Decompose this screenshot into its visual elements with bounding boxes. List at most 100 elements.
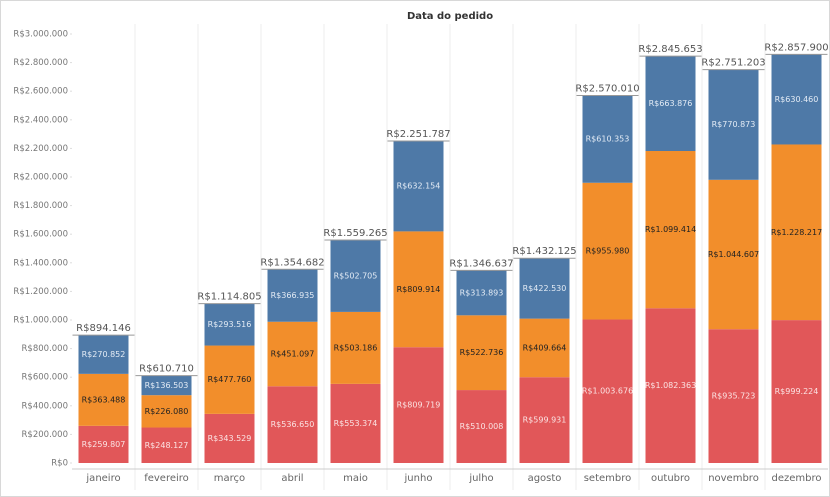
value-label: R$136.503 xyxy=(145,381,189,390)
bar-segment xyxy=(267,321,318,387)
bar-segment xyxy=(456,315,507,391)
bar-segment xyxy=(645,56,696,152)
y-tick-label: R$2.800.000 xyxy=(13,58,68,68)
value-label: R$366.935 xyxy=(271,291,315,300)
value-label: R$522.736 xyxy=(460,348,504,357)
value-label: R$632.154 xyxy=(397,182,441,191)
value-label: R$270.852 xyxy=(82,350,126,359)
value-label: R$955.980 xyxy=(586,247,630,256)
total-label: R$894.146 xyxy=(76,323,131,334)
value-label: R$510.008 xyxy=(460,422,504,431)
total-label: R$1.354.682 xyxy=(260,257,324,268)
bar-segment xyxy=(771,54,822,145)
y-tick-label: R$600.000 xyxy=(22,373,68,383)
value-label: R$1.082.363 xyxy=(645,381,696,390)
total-label: R$1.114.805 xyxy=(197,292,261,303)
y-tick-label: R$2.600.000 xyxy=(13,87,68,97)
bar-segment xyxy=(456,270,507,316)
bar-segment xyxy=(204,303,255,346)
value-label: R$630.460 xyxy=(775,95,819,104)
value-label: R$293.516 xyxy=(208,320,252,329)
value-label: R$343.529 xyxy=(208,434,252,443)
x-tick-label: dezembro xyxy=(772,473,822,484)
y-tick-label: R$1.000.000 xyxy=(13,316,68,326)
x-tick-label: novembro xyxy=(708,473,759,484)
y-tick-label: R$3.000.000 xyxy=(13,30,68,40)
bar-segment xyxy=(330,240,381,312)
x-tick-label: junho xyxy=(404,473,433,484)
bar-segment xyxy=(267,386,318,463)
total-label: R$2.751.203 xyxy=(701,58,765,69)
value-label: R$809.914 xyxy=(397,285,441,294)
value-label: R$477.760 xyxy=(208,375,252,384)
bar-segment xyxy=(519,318,570,378)
x-tick-label: julho xyxy=(468,473,493,484)
value-label: R$1.099.414 xyxy=(645,225,696,234)
total-label: R$2.857.900 xyxy=(764,42,828,53)
y-tick-label: R$1.800.000 xyxy=(13,201,68,211)
bar-segment xyxy=(456,390,507,463)
y-tick-label: R$2.400.000 xyxy=(13,115,68,125)
bar-segment xyxy=(267,269,318,322)
y-tick-label: R$2.200.000 xyxy=(13,144,68,154)
bar-segment xyxy=(330,311,381,384)
value-label: R$809.719 xyxy=(397,401,441,410)
bar-segment xyxy=(645,308,696,463)
value-label: R$536.650 xyxy=(271,420,315,429)
bar-segment xyxy=(393,231,444,348)
y-tick-label: R$1.600.000 xyxy=(13,230,68,240)
bar-segment xyxy=(393,347,444,463)
value-label: R$553.374 xyxy=(334,419,378,428)
bar-segment xyxy=(771,320,822,463)
total-label: R$1.559.265 xyxy=(323,228,387,239)
y-tick-label: R$200.000 xyxy=(22,430,68,440)
y-tick-label: R$800.000 xyxy=(22,344,68,354)
x-tick-label: setembro xyxy=(584,473,632,484)
x-tick-label: maio xyxy=(343,473,368,484)
bar-segment xyxy=(708,69,759,180)
bar-segment xyxy=(141,427,192,463)
total-label: R$2.845.653 xyxy=(638,44,702,55)
total-label: R$2.251.787 xyxy=(386,129,450,140)
bar-segment xyxy=(708,329,759,463)
bar-segment xyxy=(78,425,129,463)
bar-segment xyxy=(204,413,255,463)
value-label: R$1.228.217 xyxy=(771,228,822,237)
y-tick-label: R$1.200.000 xyxy=(13,287,68,297)
chart-title: Data do pedido xyxy=(407,11,493,22)
bar-segment xyxy=(582,182,633,320)
value-label: R$313.893 xyxy=(460,288,504,297)
value-label: R$935.723 xyxy=(712,392,756,401)
x-tick-label: abril xyxy=(281,473,303,484)
x-tick-label: janeiro xyxy=(85,473,120,484)
y-tick-label: R$0 xyxy=(51,459,68,469)
total-label: R$2.570.010 xyxy=(575,83,639,94)
bar-segment xyxy=(708,179,759,330)
x-tick-label: fevereiro xyxy=(144,473,189,484)
bar-segment xyxy=(330,383,381,463)
y-tick-label: R$1.400.000 xyxy=(13,258,68,268)
value-label: R$248.127 xyxy=(145,441,189,450)
value-label: R$999.224 xyxy=(775,387,819,396)
value-label: R$259.807 xyxy=(82,440,126,449)
bar-segment xyxy=(519,377,570,463)
value-label: R$363.488 xyxy=(82,395,126,404)
y-tick-label: R$2.000.000 xyxy=(13,173,68,183)
value-label: R$502.705 xyxy=(334,271,378,280)
value-label: R$1.044.607 xyxy=(708,250,759,259)
bar-segment xyxy=(78,335,129,374)
x-tick-label: março xyxy=(214,473,245,484)
total-label: R$610.710 xyxy=(139,364,194,375)
bar-segment xyxy=(645,151,696,309)
bar-segment xyxy=(141,395,192,428)
bar-segment xyxy=(141,375,192,396)
bar-segment xyxy=(582,319,633,463)
value-label: R$409.664 xyxy=(523,343,567,352)
total-label: R$1.346.637 xyxy=(449,258,513,269)
value-label: R$451.097 xyxy=(271,350,315,359)
total-label: R$1.432.125 xyxy=(512,246,576,257)
bar-segment xyxy=(519,258,570,319)
y-tick-label: R$400.000 xyxy=(22,401,68,411)
value-label: R$599.931 xyxy=(523,416,567,425)
